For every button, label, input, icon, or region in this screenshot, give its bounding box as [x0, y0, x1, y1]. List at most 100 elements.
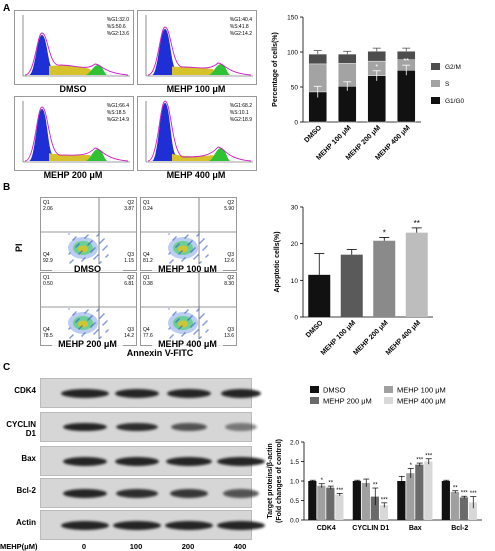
- histogram-plot: %G1:68.2 %S:10.1 %G2:18.9: [137, 96, 257, 171]
- quadrant-q3: Q3 1.15: [124, 252, 134, 264]
- phase-stats: %G1:32.0 %S:50.6 %G2:13.6: [107, 17, 129, 38]
- scatter-dot: [103, 238, 105, 240]
- scatter-dot: [170, 261, 172, 263]
- scatter-dot: [206, 330, 208, 332]
- scatter-dot: [80, 326, 82, 328]
- quadrant-value: 78.5: [43, 333, 53, 339]
- scatter-dot: [79, 252, 81, 254]
- quadrant-q2: Q2 5.90: [224, 200, 234, 212]
- bar: [370, 496, 379, 520]
- scatter-dot: [184, 332, 186, 334]
- scatter-dot: [88, 243, 90, 245]
- bar: [459, 497, 468, 520]
- quadrant-value: 2.06: [43, 206, 53, 212]
- scatter-dot: [99, 317, 101, 319]
- scatter-dot: [168, 253, 170, 255]
- protein-band: [113, 520, 161, 530]
- scatter-dot: [182, 259, 184, 261]
- scatter-dot: [91, 240, 93, 242]
- x-tick-label: Bcl-2: [451, 525, 468, 532]
- y-tick-label: 0: [294, 120, 298, 127]
- scatter-dot: [87, 309, 89, 311]
- protein-band: [225, 423, 257, 431]
- scatter-dot: [172, 239, 174, 241]
- quadrant-name: Q3: [127, 252, 134, 258]
- scatter-dot: [171, 260, 173, 262]
- scatter-dot: [89, 242, 91, 244]
- quadrant-value: 0.38: [143, 281, 153, 287]
- g1-peak: [29, 109, 53, 161]
- scatter-dot: [205, 256, 207, 258]
- quadrant-value: 14.2: [124, 333, 134, 339]
- g2-peak: [85, 149, 108, 161]
- scatter-dot: [197, 254, 199, 256]
- stacked-bar-segment: [367, 51, 386, 62]
- cell-population-core: [178, 245, 188, 253]
- histogram-label: MEHP 100 μM: [166, 84, 226, 94]
- scatter-dot: [202, 249, 204, 251]
- scatter-dot: [174, 237, 176, 239]
- scatter-dot: [177, 244, 179, 246]
- scatter-dot: [204, 247, 206, 249]
- protein-label: Bcl-2: [16, 486, 36, 495]
- g1-peak: [152, 103, 176, 161]
- scatter-dot: [179, 252, 181, 254]
- dot-plot-label: MEHP 200 μM: [52, 339, 123, 349]
- bar: [326, 487, 335, 520]
- g2-peak: [208, 64, 231, 75]
- significance-mark: **: [328, 481, 333, 487]
- x-tick-label: Bax: [409, 525, 422, 532]
- scatter-dot: [84, 237, 86, 239]
- protein-band: [217, 456, 265, 466]
- x-tick-label: MEHP 400 μM: [385, 319, 422, 356]
- scatter-dot: [184, 237, 186, 239]
- quadrant-value: 8.30: [224, 281, 234, 287]
- scatter-dot: [187, 244, 189, 246]
- histogram-fit-curve: [147, 26, 252, 76]
- legend-swatch: [384, 397, 393, 404]
- s-percentage: %S:18.5: [106, 110, 126, 116]
- x-tick-label: DMSO: [303, 124, 323, 144]
- scatter-dot: [72, 314, 74, 316]
- bar: [450, 491, 459, 520]
- scatter-dot: [200, 241, 202, 243]
- scatter-dot: [181, 260, 183, 262]
- bar: [340, 254, 363, 317]
- scatter-dot: [176, 320, 178, 322]
- scatter-dot: [72, 239, 74, 241]
- y-tick-label: 20: [291, 241, 299, 248]
- dot-plot-label: MEHP 100 μM: [152, 264, 223, 274]
- stacked-bar-segment: [397, 70, 416, 123]
- legend-swatch: [431, 97, 440, 104]
- scatter-dot: [100, 261, 102, 263]
- significance-mark: *: [410, 463, 413, 469]
- scatter-dot: [187, 234, 189, 236]
- g2-peak: [208, 148, 231, 161]
- scatter-dot: [81, 335, 83, 337]
- scatter-dot: [88, 318, 90, 320]
- legend-label: S: [445, 81, 450, 88]
- scatter-dot: [184, 312, 186, 314]
- scatter-dot: [90, 251, 92, 253]
- scatter-dot: [82, 259, 84, 261]
- scatter-dot: [187, 319, 189, 321]
- quadrant-q3: Q3 13.6: [224, 327, 234, 339]
- protein-band: [170, 488, 208, 498]
- scatter-dot: [188, 318, 190, 320]
- scatter-dot: [175, 246, 177, 248]
- histogram-plot: %G1:66.4 %S:18.5 %G2:14.9: [14, 96, 134, 171]
- x-tick-label: CDK4: [317, 525, 336, 532]
- dot-plot: Q1 2.06 Q2 3.87 Q4 92.9 Q3 1.15: [40, 197, 137, 271]
- quadrant-name: Q4: [143, 252, 150, 258]
- scatter-dot: [95, 256, 97, 258]
- g1-percentage: %G1:68.2: [229, 103, 252, 109]
- scatter-dot: [169, 327, 171, 329]
- scatter-dot: [197, 309, 199, 311]
- bar: [317, 485, 326, 520]
- histogram-label: MEHP 400 μM: [166, 170, 226, 180]
- scatter-dot: [102, 324, 104, 326]
- protein-band: [116, 423, 158, 431]
- scatter-dot: [187, 309, 189, 311]
- scatter-dot: [86, 310, 88, 312]
